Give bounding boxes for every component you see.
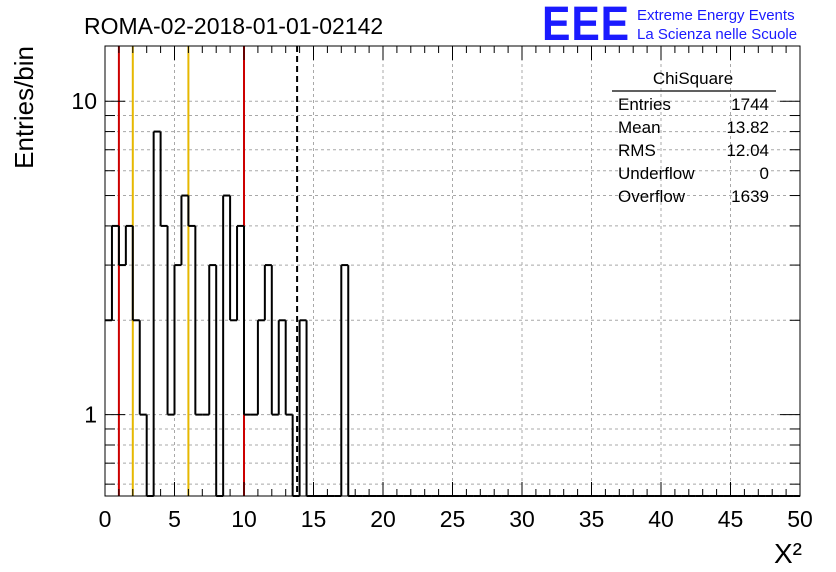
x-tick-label: 15: [301, 506, 327, 532]
stats-mean-label: Mean: [618, 118, 661, 137]
x-tick-label: 0: [99, 506, 112, 532]
x-tick-label: 25: [440, 506, 466, 532]
x-tick-label: 5: [168, 506, 181, 532]
eee-logo-line2: La Scienza nelle Scuole: [637, 26, 797, 43]
stats-underflow-value: 0: [760, 164, 769, 183]
chart-title: ROMA-02-2018-01-01-02142: [84, 13, 383, 39]
x-tick-label: 10: [231, 506, 257, 532]
stats-entries-label: Entries: [618, 95, 671, 114]
y-tick-label: 1: [84, 402, 97, 428]
eee-logo-mark: EEE: [542, 0, 630, 51]
x-tick-label: 40: [648, 506, 674, 532]
stats-entries-value: 1744: [731, 95, 769, 114]
x-tick-label: 50: [787, 506, 813, 532]
x-tick-label: 20: [370, 506, 396, 532]
stats-rms-label: RMS: [618, 141, 656, 160]
x-tick-label: 45: [718, 506, 744, 532]
x-axis-label: X²: [774, 538, 802, 569]
eee-logo-line1: Extreme Energy Events: [637, 7, 795, 24]
stats-rms-value: 12.04: [726, 141, 769, 160]
axes: 0 5 10 15 20 25 30 35 40 45 50 1 10: [71, 46, 813, 532]
stats-mean-value: 13.82: [726, 118, 769, 137]
y-axis-label: Entries/bin: [9, 46, 39, 169]
x-tick-label: 35: [579, 506, 605, 532]
stats-overflow-label: Overflow: [618, 187, 686, 206]
eee-logo: EEE Extreme Energy Events La Scienza nel…: [542, 0, 797, 51]
stats-box-title: ChiSquare: [653, 69, 733, 88]
stats-underflow-label: Underflow: [618, 164, 695, 183]
x-tick-label: 30: [509, 506, 535, 532]
stats-box: ChiSquare Entries 1744 Mean 13.82 RMS 12…: [612, 69, 776, 206]
y-tick-label: 10: [71, 88, 97, 114]
stats-overflow-value: 1639: [731, 187, 769, 206]
